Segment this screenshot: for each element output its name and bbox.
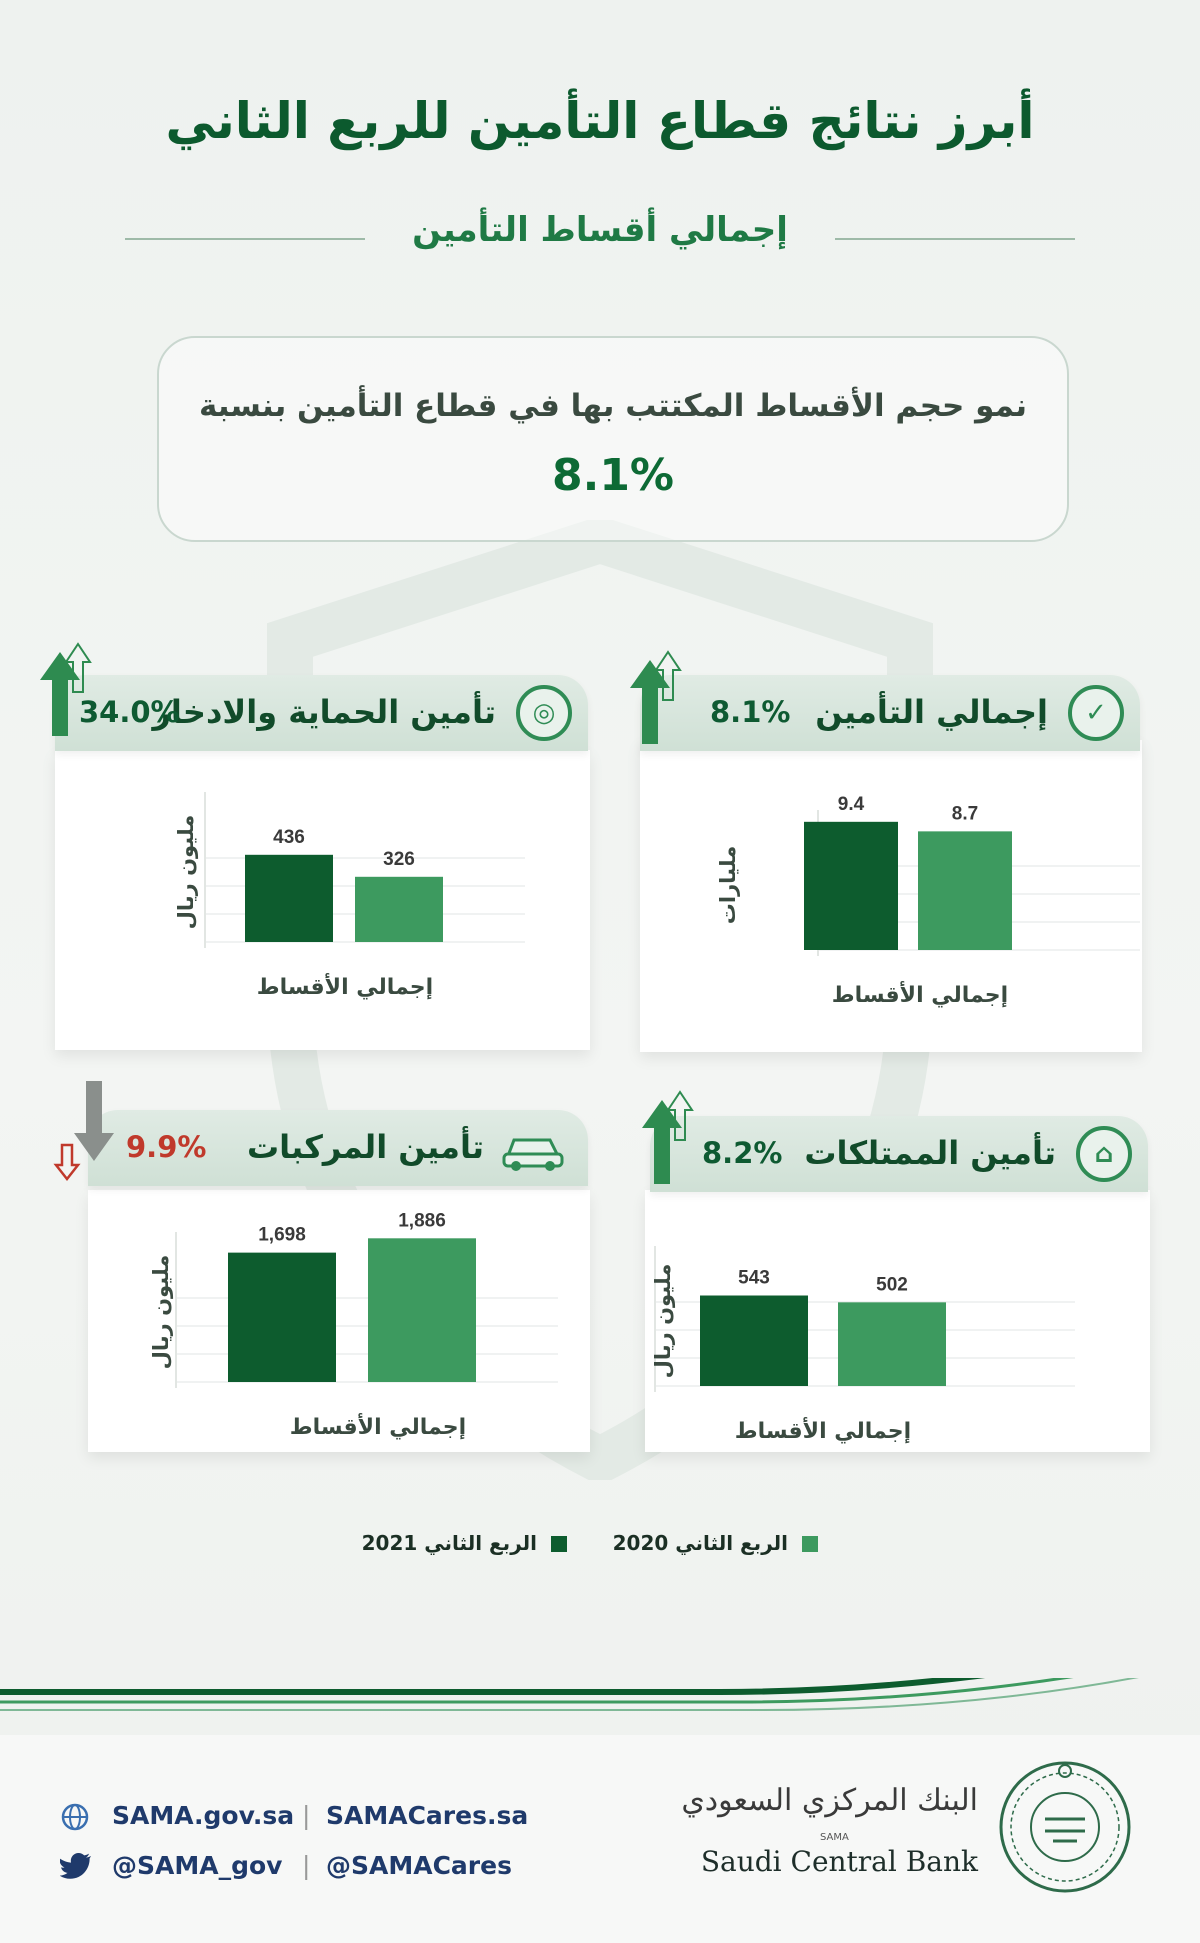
bar-q2-2021 xyxy=(245,854,333,942)
bar-value-label: 8.7 xyxy=(952,803,978,824)
website2-link[interactable]: SAMACares.sa xyxy=(326,1801,529,1830)
bar-value-label: 543 xyxy=(738,1268,770,1289)
chart-panel-protection: 436 326 مليون ريال إجمالي الأقساط xyxy=(55,750,590,1050)
header-total: ✓ إجمالي التأمين 8.1% xyxy=(640,675,1140,751)
y-axis-label: مليون ريال xyxy=(651,1264,675,1379)
change-percent: 34.0% xyxy=(79,695,180,729)
bar-q2-2021 xyxy=(700,1295,808,1386)
legend-label-2021: الربع الثاني 2021 xyxy=(361,1531,537,1555)
chart-panel-property: 543 502 مليون ريال إجمالي الأقساط xyxy=(645,1190,1150,1452)
twitter2-handle[interactable]: @SAMACares xyxy=(326,1851,512,1880)
website-link[interactable]: SAMA.gov.sa xyxy=(112,1801,295,1830)
y-axis-label: مليون ريال xyxy=(174,815,198,930)
change-percent: 8.2% xyxy=(702,1136,783,1170)
legend-swatch-2021 xyxy=(551,1536,567,1552)
bar-q2-2020 xyxy=(368,1238,476,1382)
sama-seal-icon xyxy=(999,1761,1131,1893)
arrow-up-icon xyxy=(642,1090,694,1184)
subtitle-divider-right xyxy=(835,238,1075,240)
arrow-up-icon xyxy=(630,650,682,744)
arrow-down-icon xyxy=(53,1081,114,1182)
bar-q2-2020 xyxy=(355,876,443,942)
x-axis-label: إجمالي الأقساط xyxy=(257,972,433,1000)
house-hand-icon: ⌂ xyxy=(1076,1126,1132,1182)
chart-property: 543 502 مليون ريال إجمالي الأقساط xyxy=(651,1246,1075,1444)
legend-swatch-2020 xyxy=(802,1536,818,1552)
arrow-up-icon xyxy=(40,642,92,736)
decorative-stripes xyxy=(0,1678,1139,1711)
x-axis-label: إجمالي الأقساط xyxy=(832,980,1008,1008)
bank-name-english: Saudi Central Bank xyxy=(700,1845,978,1878)
bar-q2-2020 xyxy=(918,831,1012,950)
header-title: تأمين المركبات xyxy=(246,1128,484,1166)
header-protection: ◎ تأمين الحماية والادخار 34.0% xyxy=(55,675,588,751)
intro-text: نمو حجم الأقساط المكتتب بها في قطاع التأ… xyxy=(198,388,1028,424)
bar-q2-2020 xyxy=(838,1302,946,1386)
x-axis-label: إجمالي الأقساط xyxy=(290,1412,466,1440)
change-percent: 8.1% xyxy=(710,695,791,729)
bar-value-label: 9.4 xyxy=(838,794,865,815)
header-title: تأمين الممتلكات xyxy=(804,1134,1056,1172)
twitter-handle[interactable]: @SAMA_gov xyxy=(112,1851,283,1880)
footer-separator: | xyxy=(302,1801,311,1830)
bar-value-label: 1,886 xyxy=(398,1210,446,1231)
chart-protection: 436 326 مليون ريال إجمالي الأقساط xyxy=(174,792,525,1000)
page-title: أبرز نتائج قطاع التأمين للربع الثاني xyxy=(165,92,1035,150)
chart-panel-total: 9.4 8.7 مليارات إجمالي الأقساط xyxy=(640,740,1142,1052)
y-axis-label: مليارات xyxy=(716,846,740,924)
header-property: ⌂ تأمين الممتلكات 8.2% xyxy=(650,1116,1148,1192)
chart-panel-vehicles: 1,698 1,886 مليون ريال إجمالي الأقساط xyxy=(88,1190,590,1452)
y-axis-label: مليون ريال xyxy=(149,1255,173,1370)
x-axis-label: إجمالي الأقساط xyxy=(735,1416,911,1444)
chart-vehicles: 1,698 1,886 مليون ريال إجمالي الأقساط xyxy=(149,1210,558,1440)
intro-value: 8.1% xyxy=(551,450,675,501)
bar-value-label: 436 xyxy=(273,827,305,848)
globe-icon xyxy=(61,1803,89,1831)
bar-value-label: 502 xyxy=(876,1274,908,1295)
footer: SAMA.gov.sa | SAMACares.sa @SAMA_gov | @… xyxy=(0,1735,1200,1943)
change-percent: 9.9% xyxy=(126,1130,207,1164)
bank-sama-label: SAMA xyxy=(820,1832,849,1843)
bar-value-label: 326 xyxy=(383,849,415,870)
bank-name-arabic: البنك المركزي السعودي xyxy=(681,1783,978,1818)
chart-legend: الربع الثاني 2020 الربع الثاني 2021 xyxy=(0,1526,1200,1562)
footer-separator: | xyxy=(302,1851,311,1880)
chart-total: 9.4 8.7 مليارات إجمالي الأقساط xyxy=(716,794,1140,1008)
bar-q2-2021 xyxy=(804,821,898,950)
header-vehicles: تأمين المركبات 9.9% xyxy=(88,1110,588,1186)
intro-box: نمو حجم الأقساط المكتتب بها في قطاع التأ… xyxy=(157,336,1069,542)
bar-value-label: 1,698 xyxy=(258,1225,306,1246)
shield-check-icon: ✓ xyxy=(1068,685,1124,741)
subtitle-divider-left xyxy=(125,238,365,240)
header-title: إجمالي التأمين xyxy=(815,693,1048,731)
target-icon: ◎ xyxy=(516,685,572,741)
twitter-icon xyxy=(60,1853,91,1879)
legend-label-2020: الربع الثاني 2020 xyxy=(612,1531,788,1555)
bar-q2-2021 xyxy=(228,1252,336,1382)
car-icon xyxy=(500,1122,572,1174)
header-title: تأمين الحماية والادخار xyxy=(152,693,496,731)
page-subtitle: إجمالي أقساط التأمين xyxy=(412,210,788,250)
